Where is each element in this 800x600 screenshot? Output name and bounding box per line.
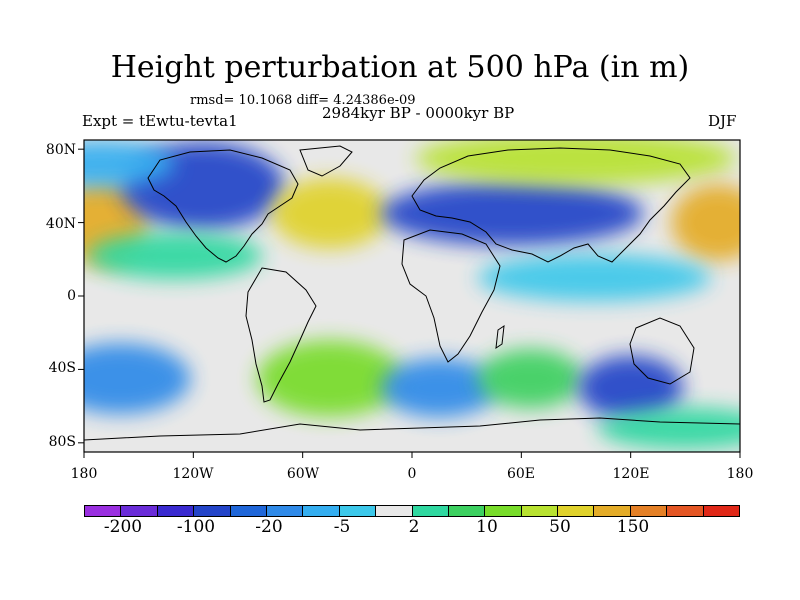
anomaly-southern-green-band (597, 407, 740, 449)
colorbar (84, 505, 740, 517)
coastline-australia (629, 317, 695, 385)
coastline-eurasia (411, 147, 691, 263)
anomaly-south-america-green (257, 340, 403, 417)
colorbar-swatch (339, 506, 377, 516)
colorbar-swatch (266, 506, 304, 516)
coastline-south-america (245, 267, 317, 403)
colorbar-label: -100 (176, 517, 216, 537)
anomaly-layer (84, 140, 740, 449)
coastline-africa (401, 229, 501, 363)
colorbar-swatch (667, 506, 704, 516)
colorbar-swatch (85, 506, 122, 516)
colorbar-label: 150 (616, 517, 650, 537)
anomaly-atlantic-high (271, 178, 389, 249)
lon-label: 180 (70, 466, 98, 482)
colorbar-label: 50 (549, 517, 571, 537)
colorbar-swatch (412, 506, 449, 516)
colorbar-swatch (485, 506, 522, 516)
anomaly-australia-south-low (578, 355, 684, 421)
colorbar-swatch (630, 506, 668, 516)
colorbar-swatch (448, 506, 486, 516)
anomaly-tropical-band-cyan (477, 254, 711, 302)
colorbar-label: -20 (255, 517, 283, 537)
lat-label: 40S (48, 360, 76, 376)
axis-ticks (78, 148, 741, 458)
colorbar-swatch (703, 506, 740, 516)
lon-label: 180 (726, 466, 754, 482)
coastline-antarctica (84, 417, 740, 441)
coastline-madagascar (495, 324, 505, 350)
lon-label: 60W (286, 466, 320, 482)
period-text: 2984kyr BP - 0000kyr BP (322, 104, 515, 122)
anomaly-arctic-high (415, 140, 737, 185)
coastline-north-america (147, 149, 299, 263)
colorbar-label: 2 (408, 517, 420, 537)
colorbar-label: -5 (333, 517, 351, 537)
colorbar-swatch (230, 506, 267, 516)
lat-label: 80S (48, 434, 76, 450)
anomaly-indian-ocean-green (477, 349, 583, 408)
lon-label: 120E (612, 466, 650, 482)
lat-label: 40N (45, 216, 76, 232)
colorbar-label: -200 (103, 517, 143, 537)
anomaly-north-pacific-low (84, 140, 176, 188)
colorbar-label: 10 (476, 517, 498, 537)
anomaly-tropical-pacific-green (87, 232, 263, 280)
coastline-layer (84, 145, 740, 441)
coastline-greenland (299, 145, 353, 177)
anomaly-eurasia-low (381, 181, 644, 246)
colorbar-swatch (594, 506, 631, 516)
anomaly-south-pacific-low (84, 343, 191, 414)
colorbar-swatch (558, 506, 595, 516)
colorbar-swatch (194, 506, 231, 516)
lon-label: 0 (407, 466, 417, 482)
season-label: DJF (708, 112, 737, 130)
colorbar-swatch (376, 506, 413, 516)
colorbar-swatch (157, 506, 195, 516)
experiment-label: Expt = tEwtu-tevta1 (82, 112, 238, 130)
map-title: Height perturbation at 500 hPa (in m) (110, 50, 690, 85)
lon-label: 120W (172, 466, 214, 482)
anomaly-south-atlantic-low (381, 358, 498, 418)
colorbar-swatch (303, 506, 340, 516)
lat-label: 80N (45, 142, 76, 158)
colorbar-swatch (521, 506, 559, 516)
colorbar-swatch (121, 506, 158, 516)
lon-label: 60E (506, 466, 536, 482)
stats-text: rmsd= 10.1068 diff= 4.24386e-09 (190, 93, 416, 108)
anomaly-west-pacific-warm (671, 184, 740, 261)
lat-label: 0 (67, 288, 76, 304)
